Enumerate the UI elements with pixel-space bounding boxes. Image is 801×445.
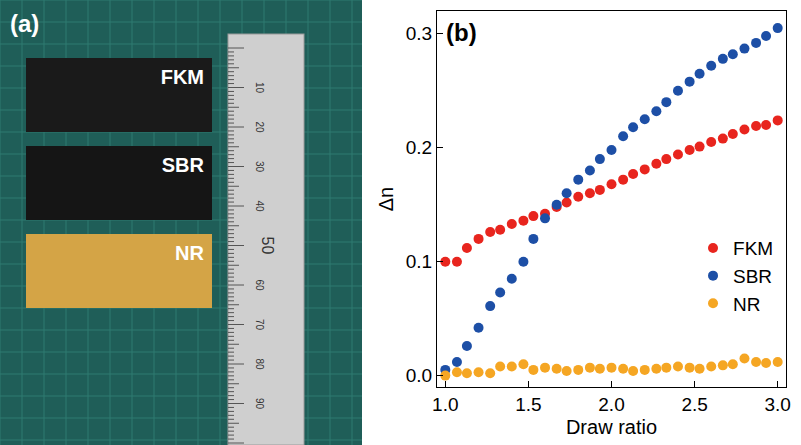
svg-text:40: 40 bbox=[254, 200, 265, 212]
svg-text:FKM: FKM bbox=[161, 66, 204, 88]
svg-text:90: 90 bbox=[254, 398, 265, 410]
svg-text:30: 30 bbox=[254, 161, 265, 173]
svg-text:3.0: 3.0 bbox=[764, 394, 790, 415]
svg-text:(a): (a) bbox=[10, 10, 39, 37]
svg-text:1.0: 1.0 bbox=[432, 394, 458, 415]
svg-text:NR: NR bbox=[733, 294, 760, 315]
svg-text:0.3: 0.3 bbox=[406, 23, 432, 44]
svg-text:Draw ratio: Draw ratio bbox=[566, 416, 657, 438]
svg-text:50: 50 bbox=[259, 237, 276, 255]
svg-text:0.2: 0.2 bbox=[406, 137, 432, 158]
svg-text:SBR: SBR bbox=[162, 154, 205, 176]
svg-text:2.0: 2.0 bbox=[598, 394, 624, 415]
svg-text:70: 70 bbox=[254, 319, 265, 331]
svg-text:20: 20 bbox=[254, 121, 265, 133]
svg-text:NR: NR bbox=[175, 242, 204, 264]
svg-text:(b): (b) bbox=[446, 19, 477, 46]
svg-text:0.0: 0.0 bbox=[406, 365, 432, 386]
svg-text:Δn: Δn bbox=[375, 187, 397, 211]
svg-text:80: 80 bbox=[254, 358, 265, 370]
svg-text:10: 10 bbox=[254, 82, 265, 94]
svg-text:0.1: 0.1 bbox=[406, 251, 432, 272]
svg-text:SBR: SBR bbox=[733, 266, 772, 287]
svg-text:2.5: 2.5 bbox=[681, 394, 707, 415]
svg-text:60: 60 bbox=[254, 279, 265, 291]
svg-text:1.5: 1.5 bbox=[515, 394, 541, 415]
svg-text:FKM: FKM bbox=[733, 238, 773, 259]
